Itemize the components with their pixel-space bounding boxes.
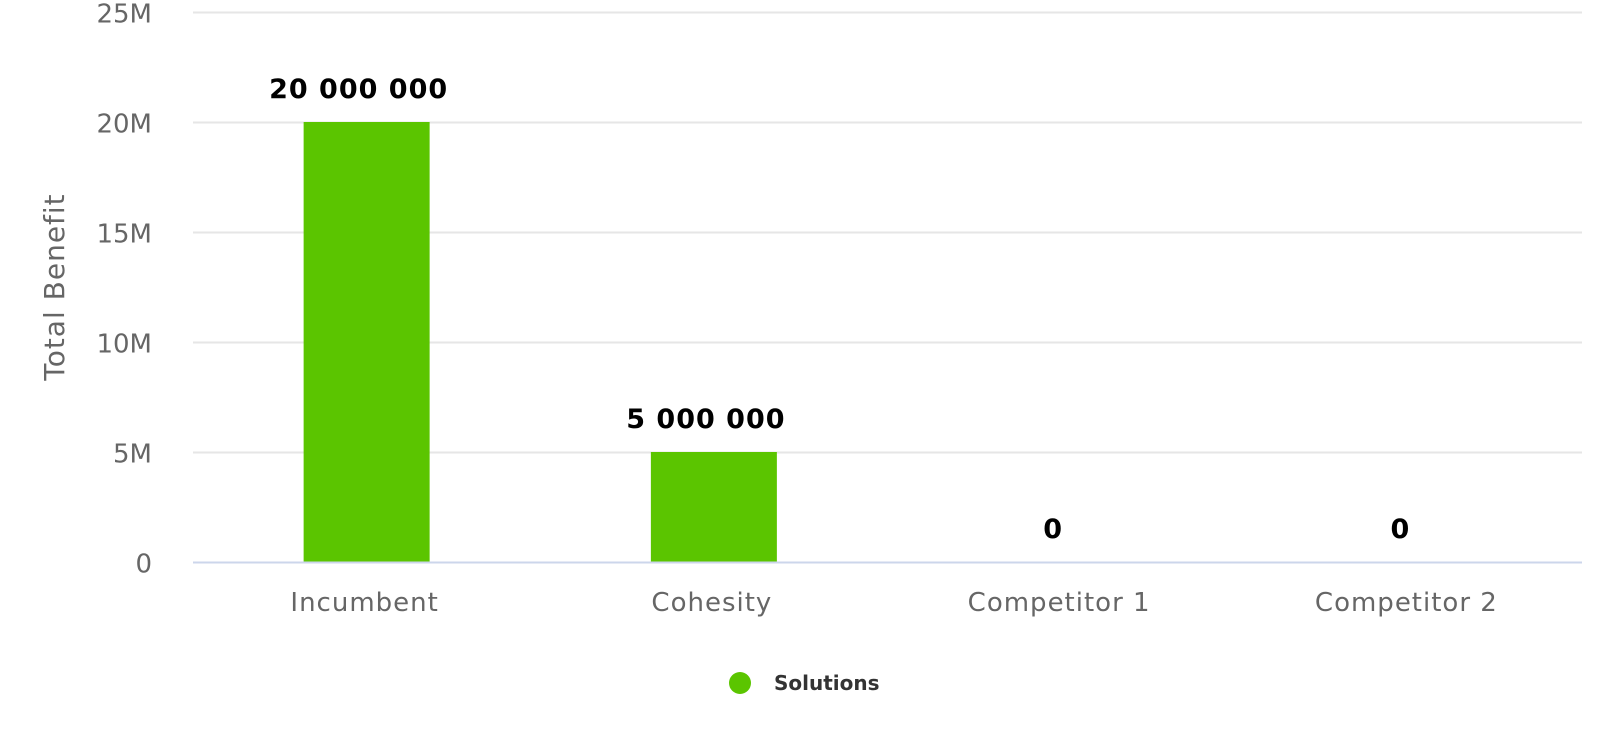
bar-cohesity[interactable] xyxy=(650,452,777,562)
y-tick-label: 10M xyxy=(96,330,152,360)
data-label: 0 xyxy=(1043,514,1063,545)
data-labels: 20 000 000 5 000 000 0 0 xyxy=(269,74,1410,545)
y-tick-label: 15M xyxy=(96,220,152,250)
legend-marker[interactable] xyxy=(729,672,751,694)
y-tick-label: 0 xyxy=(135,550,152,580)
x-tick-label: Competitor 1 xyxy=(968,588,1151,618)
data-label: 0 xyxy=(1390,514,1410,545)
legend-label[interactable]: Solutions xyxy=(774,671,880,695)
legend[interactable]: Solutions xyxy=(729,671,880,695)
y-axis-ticks: 0 5M 10M 15M 20M 25M xyxy=(96,0,152,580)
x-axis: Incumbent Cohesity Competitor 1 Competitor … xyxy=(193,561,1582,618)
y-tick-label: 20M xyxy=(96,110,152,140)
y-axis-title: Total Benefit xyxy=(38,193,71,381)
data-label: 5 000 000 xyxy=(626,404,785,435)
x-tick-label: Cohesity xyxy=(651,588,772,618)
x-tick-label: Incumbent xyxy=(290,588,438,618)
bars xyxy=(303,122,777,562)
data-label: 20 000 000 xyxy=(269,74,448,105)
bar-incumbent[interactable] xyxy=(303,122,430,562)
x-tick-label: Competitor 2 xyxy=(1315,588,1498,618)
y-tick-label: 5M xyxy=(113,440,152,470)
y-tick-label: 25M xyxy=(96,0,152,30)
